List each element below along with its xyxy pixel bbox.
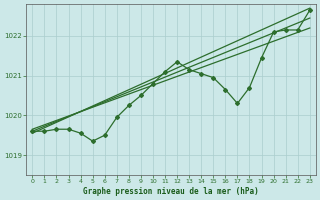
- X-axis label: Graphe pression niveau de la mer (hPa): Graphe pression niveau de la mer (hPa): [83, 187, 259, 196]
